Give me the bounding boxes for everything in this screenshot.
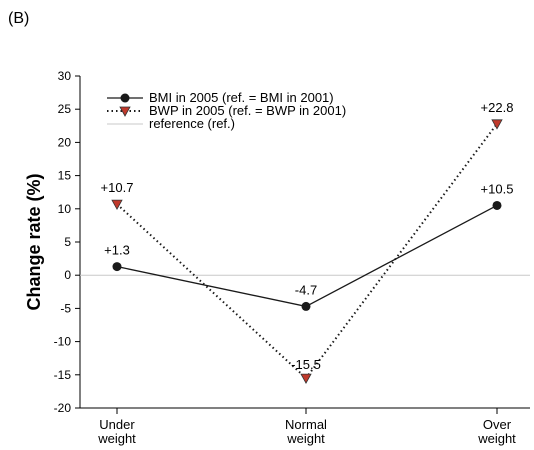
data-point-triangle xyxy=(300,373,312,384)
y-tick-label: -5 xyxy=(60,301,71,315)
legend-label: BWP in 2005 (ref. = BWP in 2001) xyxy=(149,103,346,118)
x-tick-label: Over xyxy=(483,417,512,432)
data-point-circle xyxy=(301,301,311,311)
y-tick-label: 30 xyxy=(58,69,72,83)
data-label: +10.5 xyxy=(481,181,514,196)
data-label: +10.7 xyxy=(101,180,134,195)
legend-label: reference (ref.) xyxy=(149,116,235,131)
series-bwp: +10.7 -15.5 +22.8 xyxy=(101,100,514,384)
x-tick-label: weight xyxy=(477,431,516,446)
y-tick-label: -20 xyxy=(54,401,72,415)
data-label: +22.8 xyxy=(481,100,514,115)
series-line xyxy=(116,123,498,380)
panel-label: (B) xyxy=(8,10,30,27)
data-label: -15.5 xyxy=(291,357,321,372)
y-tick-label: 20 xyxy=(58,135,72,149)
y-tick-label: 25 xyxy=(58,102,72,116)
data-point-circle xyxy=(112,262,122,272)
x-tick-label: Under xyxy=(99,417,135,432)
legend-swatch-marker xyxy=(120,93,130,103)
y-tick-label: -10 xyxy=(54,335,72,349)
data-label: -4.7 xyxy=(295,282,317,297)
y-axis-title: Change rate (%) xyxy=(24,173,44,310)
y-tick-label: 5 xyxy=(64,235,71,249)
x-tick-label: Normal xyxy=(285,417,327,432)
y-tick-label: 15 xyxy=(58,169,72,183)
legend-swatch-marker xyxy=(119,106,131,117)
data-point-triangle xyxy=(491,119,503,130)
y-tick-label: -15 xyxy=(54,368,72,382)
x-tick-label: weight xyxy=(97,431,136,446)
series-layer: +1.3 -4.7 +10.5 +10.7 -15.5 +22.8 xyxy=(101,100,514,384)
data-point-circle xyxy=(492,200,502,210)
legend-label: BMI in 2005 (ref. = BMI in 2001) xyxy=(149,90,334,105)
y-tick-label: 0 xyxy=(64,268,71,282)
x-tick-label: weight xyxy=(286,431,325,446)
legend: BMI in 2005 (ref. = BMI in 2001)BWP in 2… xyxy=(107,90,346,131)
series-bmi: +1.3 -4.7 +10.5 xyxy=(104,181,514,311)
data-label: +1.3 xyxy=(104,243,130,258)
y-tick-label: 10 xyxy=(58,202,72,216)
data-point-triangle xyxy=(111,199,123,210)
axes: 302520151050-5-10-15-20UnderweightNormal… xyxy=(24,69,530,446)
